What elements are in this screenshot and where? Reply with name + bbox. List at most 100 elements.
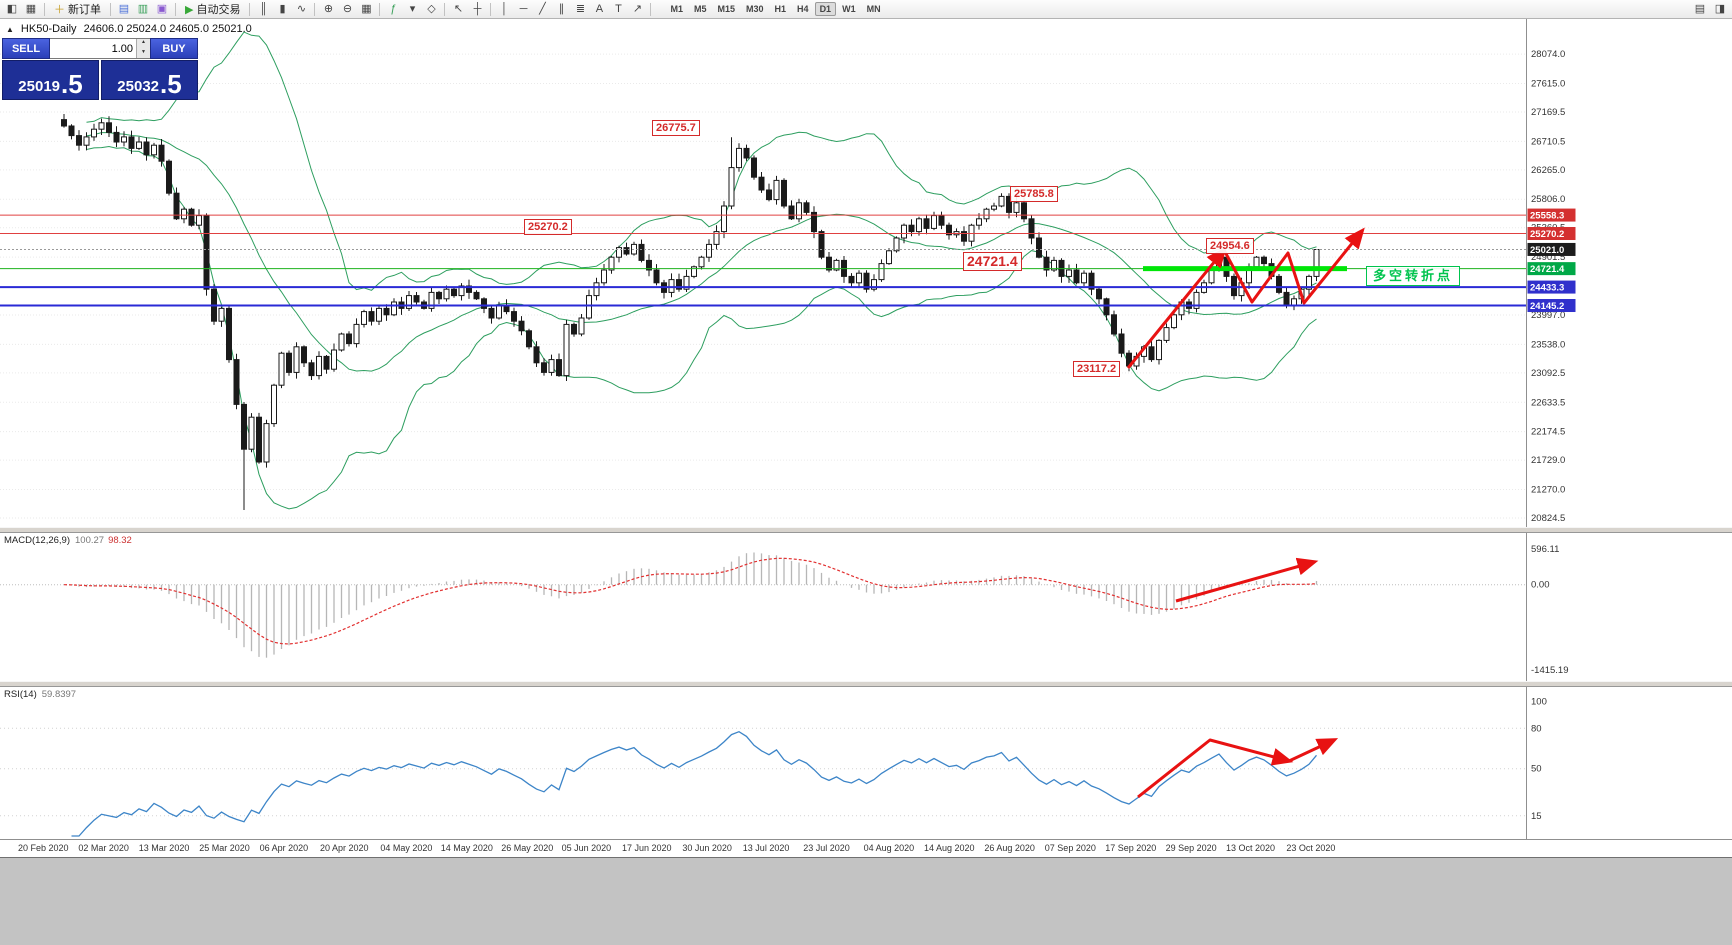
fibonacci-icon[interactable]: ≣	[575, 3, 586, 15]
price-label-object[interactable]: 24954.6	[1206, 238, 1254, 254]
toolbar-separator	[175, 2, 176, 16]
date-label: 05 Jun 2020	[561, 843, 612, 853]
vertical-line-icon[interactable]: │	[501, 3, 508, 15]
one-click-trading-panel: SELL ▲ ▼ BUY 25019.5 25032.5	[2, 38, 198, 100]
date-label: 17 Sep 2020	[1105, 843, 1157, 853]
trend-arrow	[1175, 557, 1319, 603]
arrows-tool-icon[interactable]: ↗	[632, 3, 643, 15]
line-chart-icon[interactable]: ∿	[296, 3, 307, 15]
svg-text:20824.5: 20824.5	[1531, 513, 1565, 524]
timeframe-group: M1 M5 M15 M30 H1 H4 D1 W1 MN	[665, 2, 885, 16]
buy-button[interactable]: BUY	[150, 38, 198, 59]
volume-input[interactable]	[50, 39, 136, 58]
date-label: 06 Apr 2020	[259, 843, 309, 853]
date-label: 20 Apr 2020	[320, 843, 369, 853]
svg-text:21270.0: 21270.0	[1531, 485, 1565, 496]
price-label-object[interactable]: 23117.2	[1073, 361, 1121, 377]
timeframe-m30[interactable]: M30	[746, 4, 764, 14]
timeframe-h4[interactable]: H4	[797, 4, 809, 14]
rsi-title: RSI(14)	[4, 689, 37, 700]
indicator-list-icon[interactable]: ▾	[409, 3, 416, 15]
macd-pane-separator[interactable]	[0, 527, 1732, 533]
timeframe-mn[interactable]: MN	[866, 4, 881, 14]
date-label: 07 Sep 2020	[1044, 843, 1096, 853]
sell-price-display[interactable]: 25019.5	[2, 60, 99, 100]
price-label-object[interactable]: 25270.2	[524, 219, 572, 235]
collapse-window-icon[interactable]: ▲	[6, 24, 14, 34]
candlestick-chart-icon[interactable]: ▮	[279, 3, 286, 15]
svg-text:25021.0: 25021.0	[1530, 245, 1564, 256]
docking-icon[interactable]: ◨	[1714, 3, 1726, 15]
autotrade-button[interactable]: ▶ 自动交易	[180, 1, 245, 17]
date-label: 13 Jul 2020	[742, 843, 790, 853]
new-order-button[interactable]: ＋新订单	[49, 1, 106, 17]
buy-price-display[interactable]: 25032.5	[101, 60, 198, 100]
timeframe-m15[interactable]: M15	[717, 4, 736, 14]
timeframe-w1[interactable]: W1	[842, 4, 856, 14]
trade-panel-prices: 25019.5 25032.5	[2, 60, 198, 100]
workspace-background	[0, 858, 1732, 945]
toolbar-separator	[444, 2, 446, 16]
toolbar-separator	[110, 2, 111, 16]
turning-point-note[interactable]: 多空转折点	[1366, 266, 1461, 286]
svg-text:25558.3: 25558.3	[1530, 211, 1564, 222]
rsi-pane-separator[interactable]	[0, 681, 1732, 687]
candles-layer	[61, 114, 1320, 510]
data-window-icon[interactable]: ▥	[137, 3, 149, 15]
svg-text:24721.4: 24721.4	[1530, 264, 1565, 275]
equidistant-channel-icon[interactable]: ∥	[558, 3, 565, 15]
text-icon[interactable]: A	[595, 3, 604, 15]
date-label: 20 Feb 2020	[18, 843, 69, 853]
bar-chart-icon[interactable]: ║	[259, 3, 268, 15]
macd-signal-value: 98.32	[108, 535, 132, 546]
price-label-object[interactable]: 26775.7	[652, 120, 700, 136]
toolbar-right-group: ▤ ◨	[1691, 1, 1729, 17]
crosshair-icon[interactable]: ┼	[473, 3, 482, 15]
svg-text:27615.0: 27615.0	[1531, 78, 1565, 89]
svg-text:22633.5: 22633.5	[1531, 397, 1565, 408]
navigator-icon[interactable]: ▣	[156, 3, 168, 15]
new-chart-icon[interactable]: ◧	[6, 3, 18, 15]
new-order-icon: ＋	[54, 4, 65, 16]
market-watch-icon[interactable]: ▤	[118, 3, 130, 15]
buy-price-main: 25032	[117, 77, 160, 95]
svg-text:24433.3: 24433.3	[1530, 283, 1564, 294]
volume-field: ▲ ▼	[50, 38, 150, 59]
sell-button[interactable]: SELL	[2, 38, 50, 59]
volume-up-button[interactable]: ▲	[137, 39, 150, 49]
tile-windows-icon[interactable]: ▦	[361, 3, 372, 15]
svg-text:596.11: 596.11	[1531, 544, 1559, 555]
svg-text:26265.0: 26265.0	[1531, 165, 1565, 176]
zoom-in-icon[interactable]: ⊕	[323, 3, 334, 15]
timeframe-d1[interactable]: D1	[814, 2, 837, 16]
horizontal-line-icon[interactable]: ─	[519, 3, 528, 15]
trendline-icon[interactable]: ╱	[539, 3, 546, 15]
text-label-icon[interactable]: T	[615, 3, 622, 15]
macd-main-value: 100.27	[75, 535, 105, 546]
objects-icon[interactable]: ◇	[427, 3, 436, 15]
macd-layer	[63, 552, 1318, 658]
trend-arrow	[1288, 738, 1339, 763]
date-label: 02 Mar 2020	[78, 843, 129, 853]
timeframe-m5[interactable]: M5	[693, 4, 707, 14]
indicators-icon[interactable]: ƒ	[390, 3, 397, 15]
window-bottom-border	[0, 857, 1732, 858]
volume-down-button[interactable]: ▼	[137, 48, 150, 58]
price-axis-separator	[1526, 19, 1527, 839]
toolbar-separator	[249, 2, 251, 16]
trend-arrow	[1137, 738, 1294, 799]
price-label-object[interactable]: 25785.8	[1010, 186, 1058, 202]
cursor-icon[interactable]: ↖	[453, 3, 464, 15]
svg-text:27169.5: 27169.5	[1531, 107, 1565, 118]
zoom-out-icon[interactable]: ⊖	[342, 3, 353, 15]
new-order-label: 新订单	[68, 4, 101, 16]
chart-list-icon[interactable]: ▤	[1694, 3, 1706, 15]
timeframe-m1[interactable]: M1	[670, 4, 683, 14]
timeframe-h1[interactable]: H1	[774, 4, 787, 14]
date-label: 17 Jun 2020	[622, 843, 672, 853]
price-label-object[interactable]: 24721.4	[963, 252, 1022, 271]
chart-window-icon[interactable]: ▦	[25, 3, 37, 15]
date-label: 13 Oct 2020	[1226, 843, 1276, 853]
svg-text:25806.0: 25806.0	[1531, 194, 1565, 205]
rsi-layer	[71, 730, 1317, 837]
